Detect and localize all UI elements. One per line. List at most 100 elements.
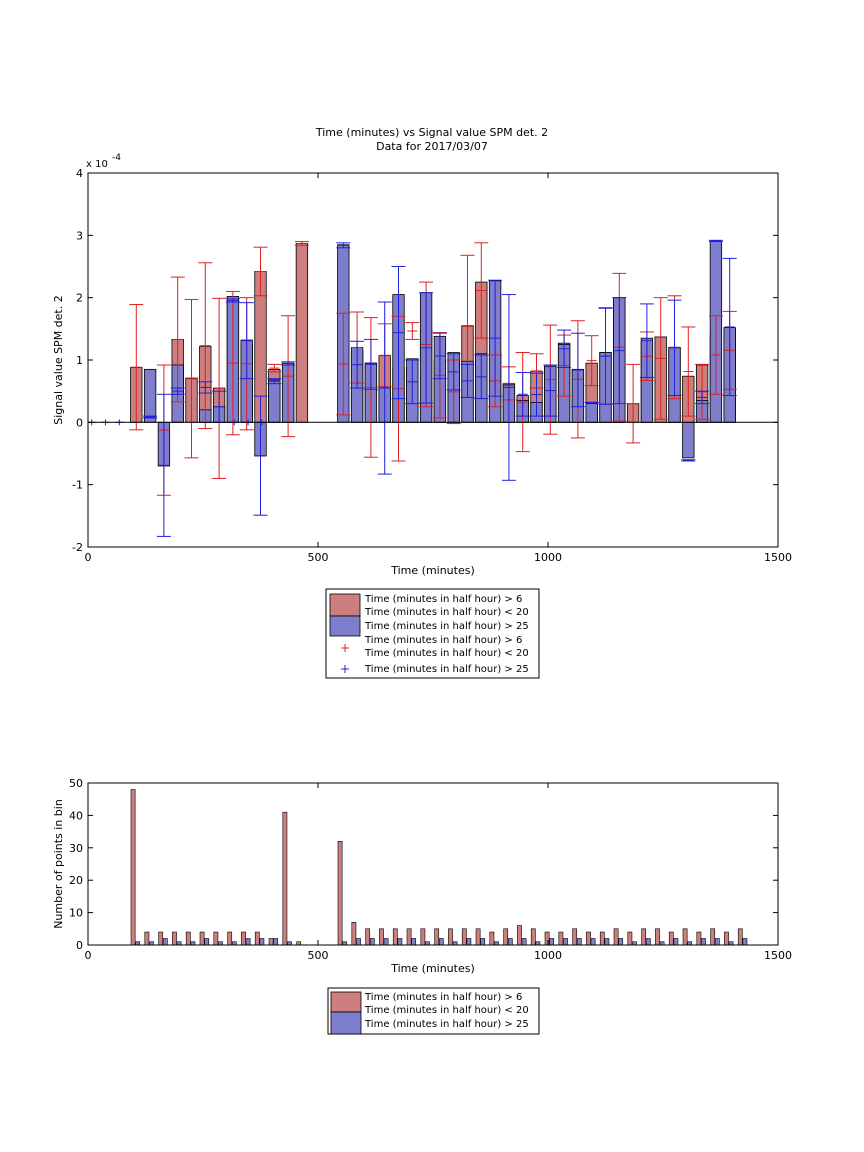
errorbar-blue-15 — [377, 301, 392, 475]
count-bar-red-16 — [379, 928, 384, 946]
errorbar-red-6 — [225, 290, 240, 436]
legend-1-entry-2-line-1: Time (minutes in half hour) > 25 — [364, 621, 529, 632]
errorbar-red-11 — [294, 241, 309, 246]
errorbar-blue-31 — [598, 307, 613, 405]
count-bar-red-8 — [241, 931, 246, 946]
errorbar-blue-40 — [722, 257, 737, 397]
errorbar-red-33 — [626, 363, 641, 444]
x-tick-label: 500 — [308, 551, 329, 564]
chart-2-plot-area — [130, 789, 748, 946]
count-bar-red-22 — [461, 928, 467, 946]
count-bar-red-30 — [572, 928, 578, 946]
errorbar-blue-28 — [557, 329, 572, 368]
errorbar-red-10 — [281, 315, 296, 438]
errorbar-red-9 — [267, 363, 282, 373]
errorbar-red-8 — [253, 246, 268, 297]
count-bar-red-1 — [144, 931, 150, 946]
x-tick-label: 1500 — [764, 949, 792, 962]
errorbar-blue-38 — [695, 390, 710, 405]
errorbar-blue-39 — [708, 239, 723, 243]
legend-1-marker-blue-plus — [341, 665, 349, 673]
chart-1-legend-box — [325, 588, 540, 679]
chart-1-y-multiplier: x 10 -4 — [86, 153, 121, 170]
count-bar-blue-2 — [162, 938, 168, 946]
count-bar-blue-9 — [259, 938, 265, 946]
count-bar-blue-21 — [466, 938, 472, 946]
errorbar-red-37 — [681, 326, 696, 417]
count-bar-red-9 — [254, 931, 260, 946]
count-bar-red-37 — [668, 931, 674, 946]
errorbar-blue-24 — [501, 294, 516, 481]
count-bar-blue-10 — [273, 938, 279, 946]
count-bar-red-27 — [530, 928, 536, 946]
errorbar-blue-37 — [681, 459, 696, 462]
errorbar-red-30 — [584, 335, 599, 387]
errorbar-red-2 — [170, 276, 185, 403]
legend-1-marker-red-plus — [341, 644, 349, 652]
count-bar-red-5 — [199, 931, 205, 946]
count-bar-blue-32 — [618, 938, 624, 946]
count-bar-blue-24 — [507, 938, 513, 946]
count-bar-red-32 — [599, 931, 605, 946]
x-tick-label: 0 — [85, 551, 92, 564]
errorbar-blue-4 — [198, 381, 213, 394]
y-tick-label: -2 — [72, 541, 83, 554]
count-bar-red-39 — [696, 931, 702, 946]
chart-2-x-axis-label: Time (minutes) — [390, 962, 475, 975]
legend-2-entry-2-line-1: Time (minutes in half hour) > 25 — [364, 1019, 529, 1030]
count-bar-red-15 — [365, 928, 371, 946]
chart-2-y-axis-label: Number of points in bin — [52, 799, 65, 929]
count-bar-red-28 — [544, 931, 550, 946]
errorbar-blue-27 — [543, 364, 558, 417]
x-tick-label: 1000 — [534, 949, 562, 962]
count-bar-blue-16 — [397, 938, 403, 946]
count-bar-red-26 — [517, 925, 522, 946]
errorbar-red-4 — [198, 262, 213, 430]
legend-1-entry-3-line-1: Time (minutes in half hour) > 6 — [364, 635, 522, 646]
count-bar-red-4 — [185, 931, 191, 946]
errorbar-blue-12 — [336, 242, 351, 249]
legend-1-swatch-red-bar — [329, 593, 361, 617]
y-tick-label: 0 — [76, 939, 83, 952]
bar-blue-0 — [143, 368, 157, 423]
count-bar-red-40 — [710, 928, 716, 946]
errorbar-blue-6 — [225, 298, 240, 303]
count-bar-blue-28 — [563, 938, 568, 946]
errorbar-red-22 — [474, 242, 489, 339]
errorbar-blue-32 — [612, 297, 627, 405]
count-bar-blue-17 — [411, 938, 417, 946]
chart-1-subtitle: Data for 2017/03/07 — [376, 140, 488, 153]
legend-1-entry-1-line-1: Time (minutes in half hour) > 6 — [364, 594, 522, 605]
y-tick-label: 2 — [76, 292, 83, 305]
errorbar-blue-20 — [446, 353, 461, 391]
count-bar-red-14 — [351, 922, 357, 946]
errorbar-blue-7 — [239, 302, 254, 380]
count-bar-red-36 — [655, 928, 660, 946]
y-tick-label: 30 — [69, 842, 83, 855]
count-bar-red-24 — [489, 931, 495, 946]
count-bar-red-41 — [724, 931, 729, 946]
y-tick-label: 1 — [76, 354, 83, 367]
count-bar-red-33 — [613, 928, 619, 946]
errorbar-blue-25 — [515, 371, 530, 417]
errorbar-red-3 — [184, 299, 199, 459]
y-tick-label: 3 — [76, 229, 83, 242]
y-tick-label: 40 — [69, 809, 83, 822]
chart-1-legend: Time (minutes in half hour) > 6 Time (mi… — [325, 588, 540, 679]
errorbar-red-12 — [336, 312, 351, 416]
count-bar-red-25 — [503, 928, 509, 946]
y-tick-label: -1 — [72, 479, 83, 492]
count-bar-red-29 — [558, 931, 564, 946]
y-tick-label: 50 — [69, 777, 83, 790]
errorbar-blue-17 — [405, 359, 420, 405]
chart-1-title: Time (minutes) vs Signal value SPM det. … — [315, 126, 548, 139]
count-bar-red-2 — [158, 931, 164, 946]
count-bar-blue-31 — [604, 938, 610, 946]
count-bar-red-10 — [268, 938, 274, 946]
chart-1-y-axis-label: Signal value SPM det. 2 — [52, 295, 65, 425]
chart-1-y-multiplier-base: x 10 — [86, 159, 108, 170]
count-bar-blue-22 — [480, 938, 486, 946]
x-tick-label: 1500 — [764, 551, 792, 564]
count-bar-red-31 — [586, 931, 591, 946]
bar-blue-37 — [682, 421, 695, 459]
